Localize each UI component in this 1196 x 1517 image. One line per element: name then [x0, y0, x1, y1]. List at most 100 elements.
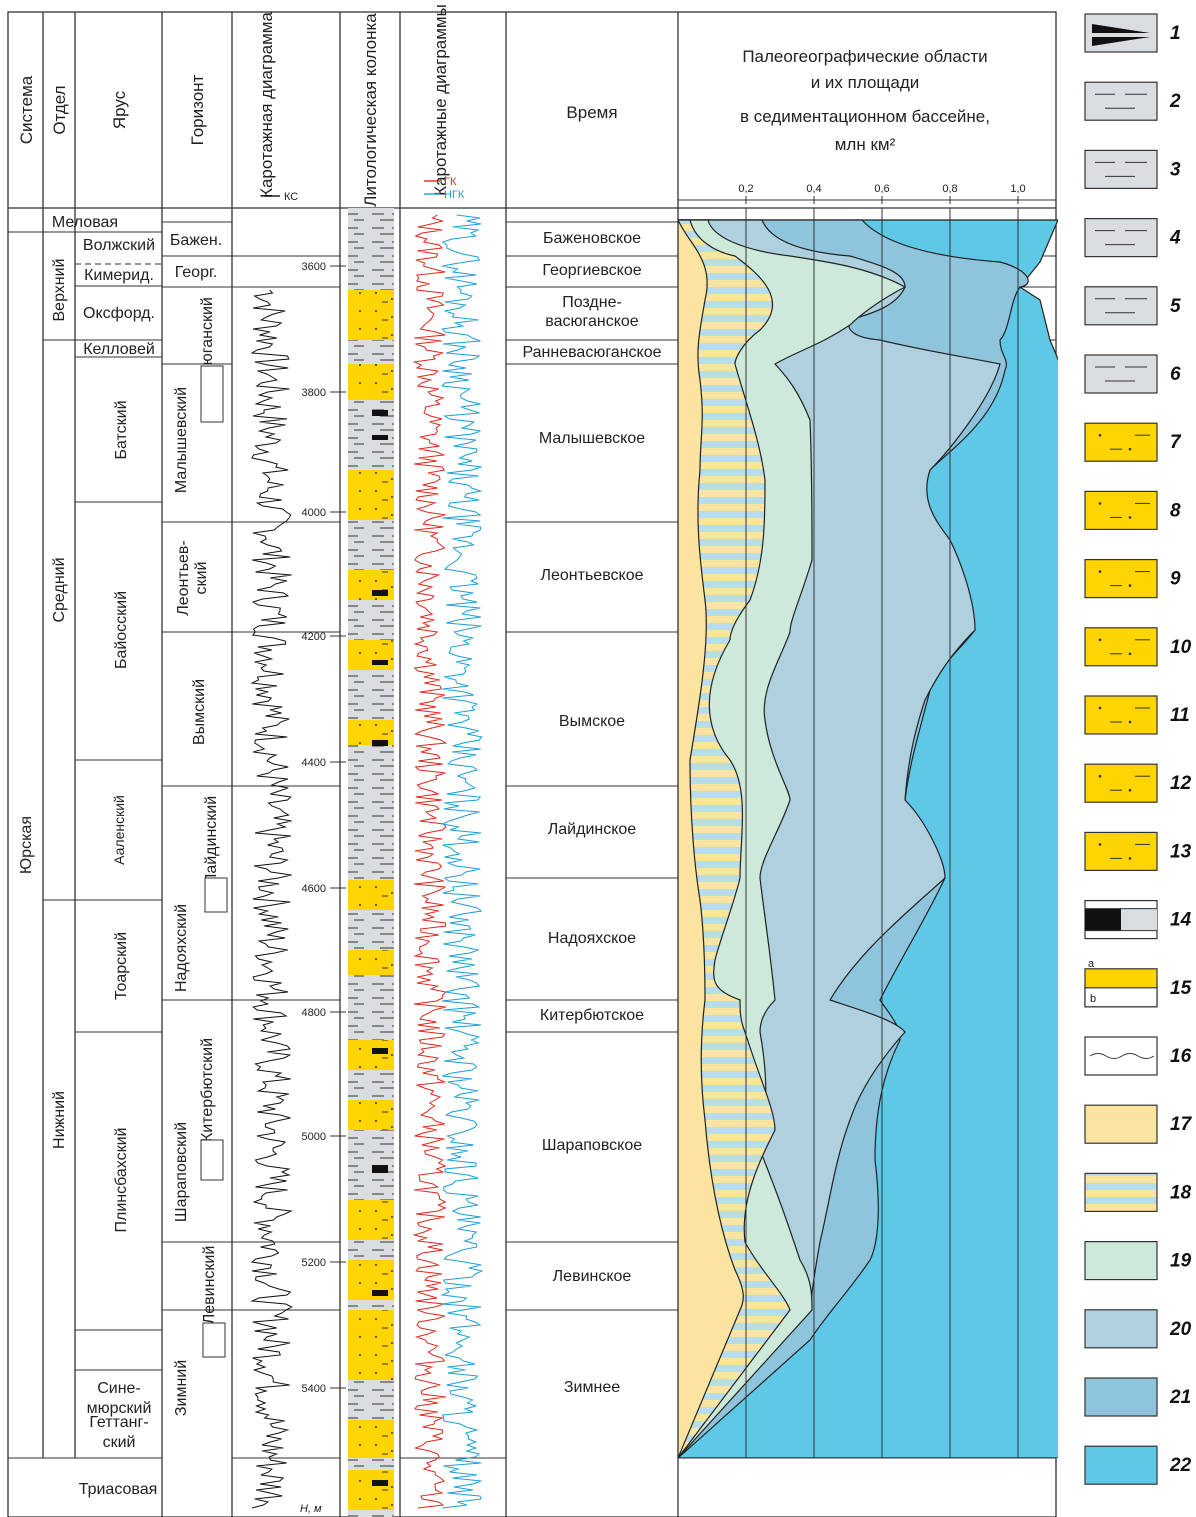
header-paleo-3: в седиментационном бассейне, [740, 107, 990, 126]
legend-swatch [1084, 763, 1158, 803]
section-middle: Средний [51, 557, 68, 622]
legend-swatch [1084, 490, 1158, 530]
header-horizon: Горизонт [188, 74, 207, 145]
legend-swatch [1084, 1445, 1158, 1485]
system-triassic: Триасовая [79, 1481, 158, 1498]
depth-tick-label: 3600 [302, 261, 326, 273]
depth-tick-label: 4200 [302, 631, 326, 643]
legend-swatch [1084, 1104, 1158, 1144]
system-cretaceous: Меловая [52, 214, 118, 231]
horizon-sharap: Шараповский [173, 1122, 190, 1222]
legend-number: 10 [1170, 637, 1192, 658]
header-stage: Ярус [110, 90, 129, 129]
depth-axis: 3600 3800 4000 4200 4400 4600 4800 5000 5200 5400 [302, 261, 346, 1395]
area-scale: 0,2 0,4 0,6 0,8 1,0 [678, 183, 1056, 204]
legend-swatch [1084, 149, 1158, 189]
horizon-levin: Левинский [201, 1246, 218, 1325]
legend-number: 21 [1169, 1387, 1191, 1408]
time-label: Зимнее [564, 1379, 620, 1396]
paleo-areas [678, 219, 1058, 1458]
legend-number: 7 [1170, 432, 1182, 453]
stage-bayos: Байосский [113, 591, 130, 669]
area-tick-label: 0,8 [942, 183, 957, 195]
legend-gk: ГК [444, 176, 457, 188]
header-paleo-4: млн км² [835, 135, 896, 154]
stage-sinem-2: мюрский [87, 1400, 152, 1417]
lithology-column [348, 208, 394, 1517]
time-label: Леонтьевское [541, 567, 644, 584]
legend-number: 19 [1170, 1251, 1192, 1272]
gk-log-curve [412, 214, 448, 1509]
header-log-diagram: Каротажная диаграмма [257, 12, 276, 198]
header-time: Время [566, 103, 617, 122]
depth-unit: H, м [300, 1503, 322, 1515]
legend-number: 18 [1170, 1182, 1192, 1203]
time-label: Надояхское [548, 930, 636, 947]
legend-number: 15 [1170, 978, 1192, 999]
legend-ngk: НГК [444, 189, 465, 201]
stage-toar: Тоарский [113, 932, 130, 1000]
legend-ks: КС [284, 191, 298, 203]
legend-number: 13 [1170, 841, 1192, 862]
stage-kellov: Келловей [83, 341, 155, 358]
legend-number: 16 [1170, 1046, 1192, 1067]
horizon-bazhen: Бажен. [170, 232, 222, 249]
legend-number: 17 [1170, 1114, 1193, 1135]
section-upper: Верхний [51, 259, 68, 322]
legend-number: 4 [1169, 228, 1181, 249]
time-label: Китербютское [540, 1007, 644, 1024]
time-label: Георгиевское [542, 262, 641, 279]
horizon-nadoyakh: Надояхский [173, 904, 190, 992]
legend-swatch [1084, 627, 1158, 667]
depth-tick-label: 4800 [302, 1007, 326, 1019]
time-label: Баженовское [543, 230, 641, 247]
legend-swatch [1084, 1240, 1158, 1281]
legend-swatch [1084, 354, 1158, 394]
stage-kimer: Кимерид. [84, 267, 154, 284]
legend-sub-b: b [1090, 993, 1096, 1005]
stage-aalen: Ааленский [111, 795, 127, 865]
depth-tick-label: 3800 [302, 387, 326, 399]
depth-tick-label: 4000 [302, 507, 326, 519]
header-litho: Литологическая колонка [361, 13, 380, 207]
horizon-vym: Вымский [191, 679, 208, 745]
legend-number: 1 [1170, 23, 1181, 44]
legend-number: 20 [1169, 1319, 1192, 1340]
time-label: Ранневасюганское [522, 344, 661, 361]
stage-volzh: Волжский [83, 237, 155, 254]
legend-sub-a: a [1088, 958, 1095, 970]
legend-swatch [1084, 422, 1158, 462]
legend-number: 2 [1169, 91, 1181, 112]
horizon-laid: Лайдинский [203, 796, 220, 884]
time-label: васюганское [545, 313, 639, 330]
time-label: Лайдинское [548, 821, 637, 838]
legend-number: 12 [1170, 773, 1192, 794]
legend-number: 22 [1169, 1455, 1192, 1476]
stage-gett-2: ский [103, 1434, 136, 1451]
header-section: Отдел [50, 85, 69, 134]
section-lower: Нижний [51, 1091, 68, 1149]
time-label: Поздне- [562, 294, 622, 311]
header-paleo-2: и их площади [811, 73, 920, 92]
area-tick-label: 0,6 [874, 183, 889, 195]
stage-bat: Батский [113, 400, 130, 459]
horizon-kiterb: Китербютский [199, 1038, 216, 1142]
horizon-georg: Георг. [175, 264, 218, 281]
legend-swatch [1084, 286, 1158, 326]
horizon-zimn: Зимний [173, 1360, 190, 1416]
horizon-leont-2: ский [193, 562, 210, 595]
time-label: Вымское [559, 713, 625, 730]
legend-swatch [1084, 81, 1158, 121]
legend-number: 6 [1170, 364, 1181, 385]
depth-tick-label: 5400 [302, 1383, 326, 1395]
legend-number: 8 [1170, 500, 1181, 521]
stage-sinem-1: Сине- [97, 1380, 141, 1397]
legend-swatch [1084, 1036, 1158, 1076]
area-tick-label: 0,4 [806, 183, 821, 195]
legend-number: 11 [1170, 705, 1190, 726]
legend-swatch [1084, 1309, 1158, 1349]
legend-number: 9 [1170, 569, 1181, 590]
ks-log-curve [250, 289, 293, 1509]
